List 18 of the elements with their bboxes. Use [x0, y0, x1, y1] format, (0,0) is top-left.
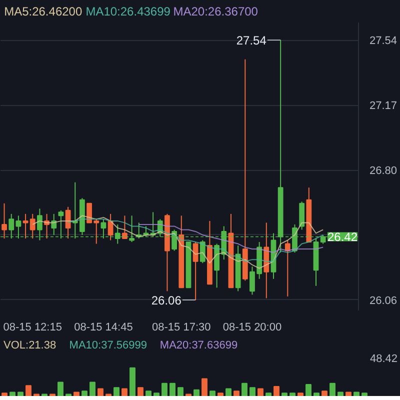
x-tick-label: 08-15 17:30: [152, 322, 211, 334]
x-tick-label: 08-15 14:45: [74, 322, 133, 334]
x-tick-label: 08-15 12:15: [3, 322, 62, 334]
text: MA5:26.46200: [4, 4, 82, 18]
ref-line-label: 26.42: [327, 230, 358, 244]
y-tick-label: 27.17: [370, 100, 398, 112]
text: MA20:37.63699: [160, 340, 238, 352]
y-tick-label: 26.80: [370, 165, 398, 178]
text: MA10:26.43699: [86, 4, 171, 18]
text: MA10:37.56999: [69, 340, 147, 352]
text: MA20:26.36700: [173, 4, 258, 18]
y-tick-label: 27.54: [370, 35, 398, 48]
text: VOL:21.38: [4, 340, 56, 352]
text: 48.42: [370, 352, 398, 365]
annotation: 27.54: [236, 34, 267, 48]
x-tick-label: 08-15 20:00: [222, 322, 282, 334]
y-tick-label: 26.06: [370, 294, 398, 307]
annotation: 26.06: [151, 293, 182, 308]
